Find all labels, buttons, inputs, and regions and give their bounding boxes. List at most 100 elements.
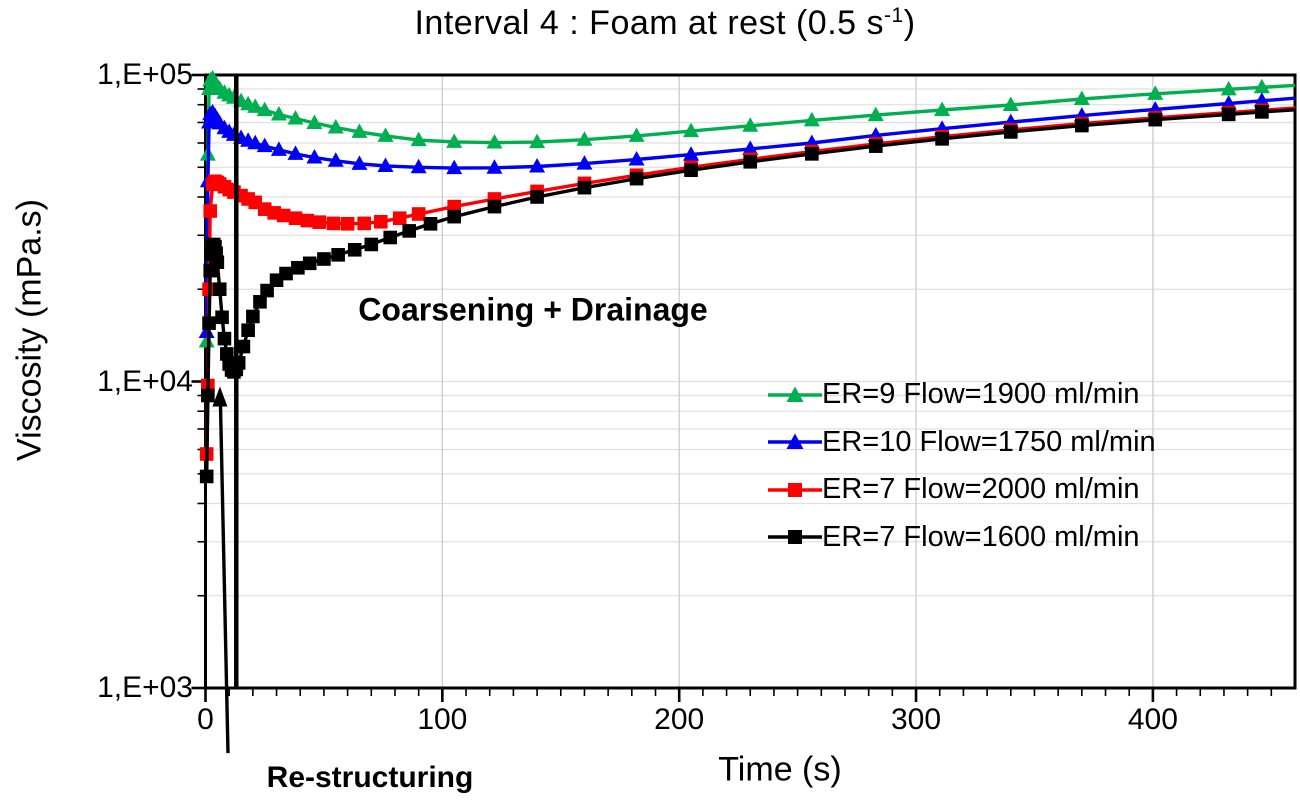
square-marker — [312, 215, 326, 229]
square-marker — [1221, 107, 1236, 122]
chart-title: Interval 4 : Foam at rest (0.5 s-1) — [30, 4, 1300, 43]
x-axis-title: Time (s) — [718, 750, 842, 789]
square-marker — [347, 242, 362, 257]
square-marker — [300, 213, 315, 228]
legend-swatch — [768, 530, 822, 545]
triangle-marker — [1220, 80, 1237, 96]
triangle-marker — [327, 119, 344, 134]
triangle-marker — [270, 106, 287, 121]
x-tick-label-4: 400 — [1127, 703, 1178, 736]
triangle-marker — [1253, 92, 1270, 107]
triangle-marker — [198, 333, 215, 348]
triangle-marker — [198, 323, 215, 339]
legend-label: ER=10 Flow=1750 ml/min — [822, 425, 1156, 458]
square-marker — [199, 469, 214, 484]
annotation-restructuring: Re-structuring — [266, 761, 474, 794]
square-marker — [279, 266, 293, 281]
triangle-marker — [247, 134, 264, 150]
square-marker — [202, 316, 216, 330]
triangle-marker — [628, 151, 645, 166]
square-marker — [217, 331, 232, 346]
square-legend-marker — [788, 530, 802, 545]
triangle-marker — [306, 149, 323, 164]
legend-label: ER=9 Flow=1900 ml/min — [822, 378, 1140, 411]
square-marker — [629, 171, 644, 186]
chart-title-superscript: -1 — [884, 4, 904, 27]
square-legend-marker — [788, 482, 802, 497]
legend-label: ER=7 Flow=1600 ml/min — [822, 520, 1140, 553]
triangle-marker — [683, 146, 700, 161]
square-marker — [357, 216, 371, 231]
square-marker — [868, 139, 883, 153]
triangle-marker — [1253, 78, 1270, 94]
square-marker — [246, 309, 260, 324]
square-marker — [276, 208, 291, 223]
triangle-marker — [256, 101, 273, 117]
legend-item-2: ER=7 Flow=2000 ml/min — [768, 466, 1156, 514]
triangle-marker — [529, 157, 546, 173]
series-er-9-flow-1900-ml-min — [198, 69, 1296, 348]
x-tick-label-0: 0 — [197, 703, 214, 736]
triangle-marker — [628, 127, 645, 142]
triangle-marker — [287, 110, 304, 125]
square-marker — [447, 209, 461, 224]
legend-item-0: ER=9 Flow=1900 ml/min — [768, 371, 1156, 419]
chart-title-suffix: ) — [903, 4, 916, 42]
square-marker — [317, 252, 331, 266]
square-marker — [1075, 118, 1089, 133]
square-marker — [288, 211, 303, 226]
square-marker — [530, 190, 544, 204]
triangle-marker — [247, 98, 264, 113]
square-marker — [487, 199, 502, 214]
triangle-marker — [306, 114, 323, 130]
square-marker — [203, 204, 218, 218]
triangle-marker — [742, 140, 759, 155]
triangle-marker — [410, 158, 427, 174]
square-marker — [805, 147, 819, 161]
square-marker — [935, 132, 949, 146]
square-marker — [331, 248, 345, 262]
square-marker — [411, 207, 426, 221]
y-tick-label-0: 1,E+03 — [97, 671, 193, 704]
square-marker — [364, 237, 379, 252]
legend: ER=9 Flow=1900 ml/min ER=10 Flow=1750 ml/… — [768, 371, 1156, 561]
triangle-marker — [742, 117, 759, 132]
square-marker — [231, 356, 246, 370]
square-marker — [373, 214, 388, 229]
triangle-marker — [327, 152, 344, 167]
triangle-legend-marker — [786, 433, 804, 450]
square-marker — [215, 310, 229, 325]
triangle-marker — [446, 159, 463, 175]
legend-swatch — [768, 482, 822, 497]
chart-title-text: Interval 4 : Foam at rest (0.5 s — [414, 4, 884, 42]
legend-swatch — [768, 433, 822, 450]
square-marker — [236, 339, 251, 354]
triangle-marker — [529, 133, 546, 149]
triangle-marker — [270, 141, 287, 156]
square-marker — [1148, 112, 1163, 127]
square-marker — [423, 216, 438, 231]
square-marker — [210, 255, 225, 270]
restructuring-arrow-shaft — [218, 403, 230, 754]
triangle-marker — [410, 131, 427, 147]
legend-item-3: ER=7 Flow=1600 ml/min — [768, 514, 1156, 562]
square-marker — [392, 211, 407, 226]
restructuring-arrow-head — [212, 386, 228, 407]
square-marker — [212, 282, 227, 297]
annotation-coarsening: Coarsening + Drainage — [358, 291, 708, 328]
square-marker — [201, 388, 215, 403]
legend-label: ER=7 Flow=2000 ml/min — [822, 473, 1140, 506]
triangle-marker — [576, 131, 593, 146]
y-tick-label-1: 1,E+04 — [97, 364, 193, 398]
square-marker — [743, 154, 758, 169]
triangle-marker — [287, 145, 304, 160]
square-marker — [684, 163, 698, 178]
triangle-marker — [1002, 96, 1019, 112]
square-marker — [1003, 125, 1018, 139]
square-marker — [340, 216, 355, 231]
square-marker — [577, 180, 592, 195]
triangle-marker — [351, 123, 368, 138]
series-er-7-flow-1600-ml-min — [199, 105, 1296, 484]
